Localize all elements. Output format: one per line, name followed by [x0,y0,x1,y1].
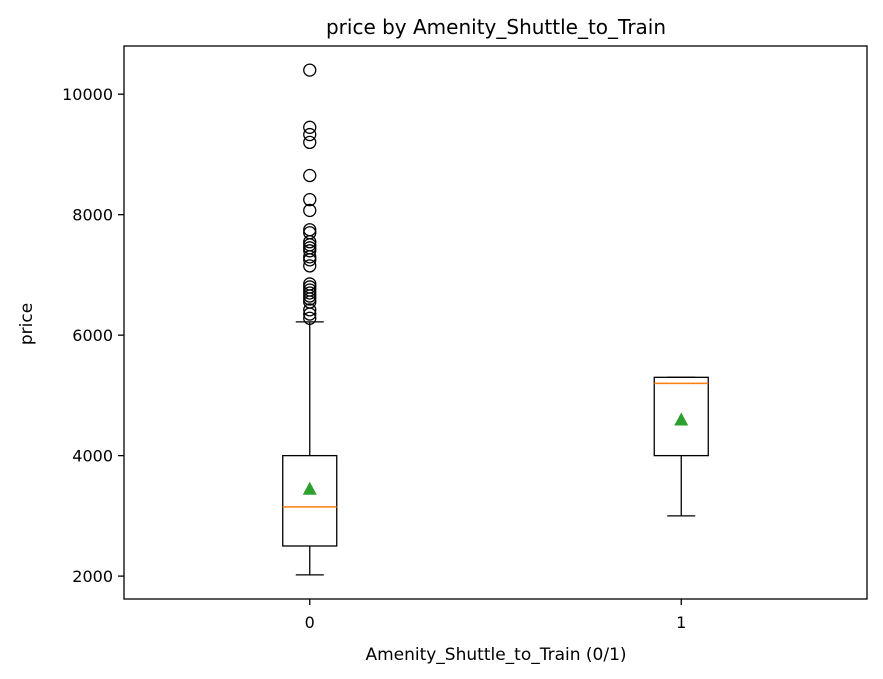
iqr-box [653,376,709,457]
outlier-point [303,120,317,134]
outlier-point [303,280,317,294]
y-tick-label: 8000 [72,206,113,225]
outlier-point [303,223,317,237]
x-tick-label: 0 [305,613,315,632]
plot-frame [123,45,868,600]
iqr-box [282,454,338,547]
box-group-0 [282,63,338,576]
outlier-point [303,203,317,218]
outlier-point [303,259,317,273]
outlier-point [303,135,317,150]
outlier-point [303,286,317,300]
outlier-point [303,168,317,183]
y-axis-label: price [17,303,37,345]
outlier-point [303,277,317,291]
boxes-layer [282,63,709,576]
outlier-point [303,226,317,240]
mean-marker [674,412,689,426]
y-tick-label: 4000 [72,447,113,466]
box-group-1 [653,376,709,517]
outlier-point [303,244,317,258]
outlier-point [303,192,317,207]
outlier-point [303,311,317,325]
x-tick-label: 1 [676,613,686,632]
outlier-point [303,303,317,317]
axis-ticks: 2000 4000 6000 8000 10000 0 1 [62,85,686,632]
outlier-point [303,241,317,255]
y-tick-label: 6000 [72,326,113,345]
chart-title: price by Amenity_Shuttle_to_Train [326,15,666,39]
y-tick-label: 10000 [62,85,113,104]
x-axis-label: Amenity_Shuttle_to_Train (0/1) [365,645,626,665]
outlier-point [303,283,317,297]
outlier-point [303,127,317,142]
outlier-point [303,63,317,77]
mean-marker [302,481,317,495]
y-tick-label: 2000 [72,567,113,586]
